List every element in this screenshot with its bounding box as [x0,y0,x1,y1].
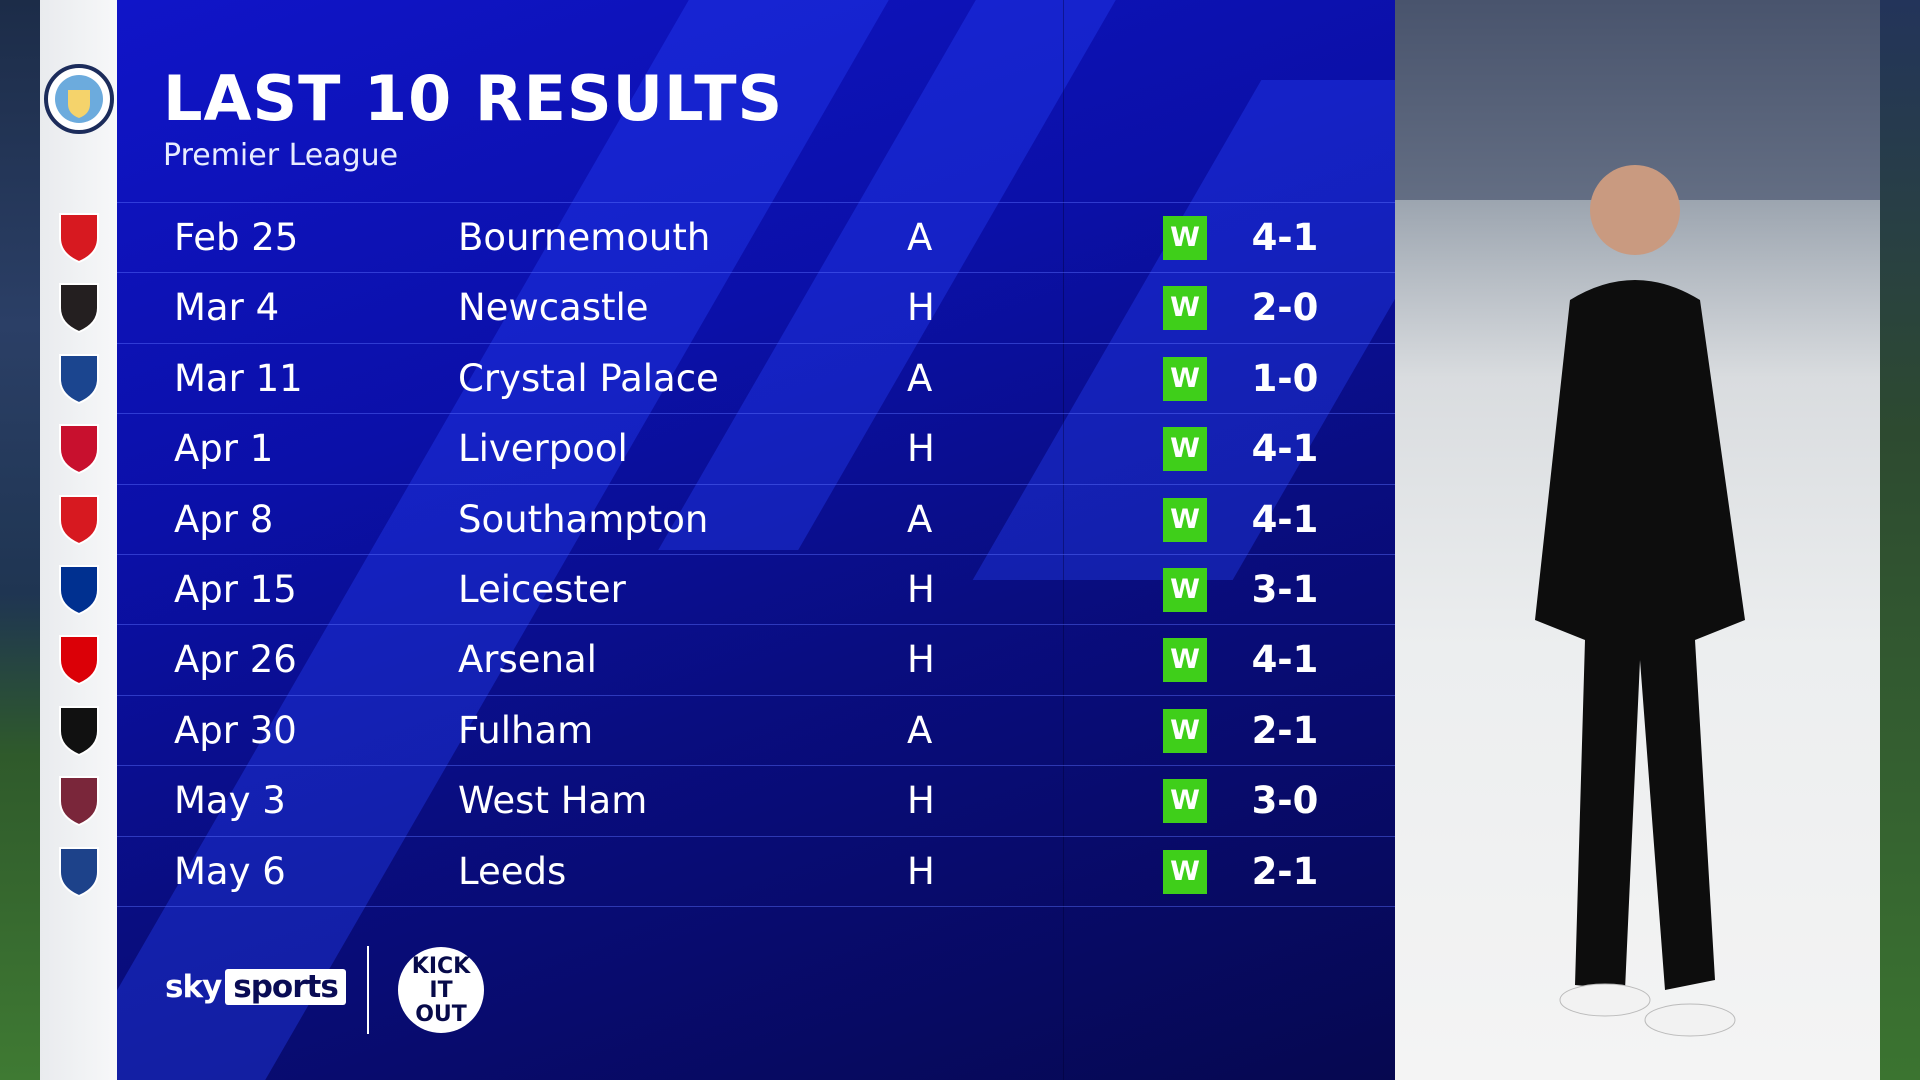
match-date: Mar 4 [174,286,280,330]
result-badge: W [1163,497,1207,542]
result-badge: W [1163,568,1207,612]
opponent-crest-icon [56,280,102,334]
kick-it-out-line: IT [429,978,453,1003]
opponent-crest-icon [56,773,102,827]
opponent-name: Southampton [458,497,709,541]
kick-it-out-line: OUT [415,1002,467,1027]
panel-divider [1063,0,1064,1080]
venue: A [907,356,933,400]
opponent-crest-icon [56,632,102,686]
opponent-crest-icon [56,844,102,898]
sports-logo-text: sports [225,969,346,1005]
opponent-crest-icon [56,421,102,475]
page-subtitle: Premier League [163,138,399,173]
venue: A [907,708,933,752]
score: 2-1 [1251,849,1319,893]
result-row: Mar 4 Newcastle H W 2-0 [117,272,1395,342]
score: 2-0 [1251,286,1319,330]
result-badge: W [1163,356,1207,401]
opponent-name: Fulham [458,708,594,752]
opponent-crest-icon [56,492,102,546]
opponent-name: Crystal Palace [458,356,719,400]
result-badge: W [1163,286,1207,331]
score: 2-1 [1251,708,1319,752]
opponent-name: Leeds [458,849,567,893]
match-date: Apr 30 [174,708,297,752]
result-row: Apr 30 Fulham A W 2-1 [117,694,1395,765]
venue: H [907,779,935,823]
score: 4-1 [1251,216,1319,259]
match-date: Feb 25 [174,216,299,259]
opponent-crest-icon [56,562,102,616]
sky-logo-text: sky [165,969,222,1005]
opponent-crest-icon [56,351,102,405]
result-badge: W [1163,216,1207,260]
page-title: LAST 10 RESULTS [163,62,784,135]
score: 3-1 [1251,568,1319,611]
score: 1-0 [1251,356,1319,400]
result-row: May 3 West Ham H W 3-0 [117,765,1395,835]
kick-it-out-logo: KICK IT OUT [398,947,484,1033]
result-row: Apr 1 Liverpool H W 4-1 [117,413,1395,483]
score: 4-1 [1251,427,1319,471]
background-stadium-right [1880,0,1920,1080]
match-date: Apr 26 [174,638,297,682]
score: 3-0 [1251,779,1319,823]
manchester-city-crest-icon [44,64,114,134]
match-date: May 3 [174,779,286,823]
venue: A [907,497,933,541]
match-date: Apr 15 [174,568,297,611]
score: 4-1 [1251,497,1319,541]
result-badge: W [1163,638,1207,683]
venue: H [907,849,935,893]
venue: A [907,216,933,259]
row-divider [117,906,1395,907]
venue: H [907,568,935,611]
opponent-name: Newcastle [458,286,649,330]
opponent-name: Arsenal [458,638,597,682]
kick-it-out-line: KICK [411,954,471,979]
venue: H [907,638,935,682]
result-badge: W [1163,427,1207,472]
result-badge: W [1163,849,1207,894]
opponent-name: Liverpool [458,427,628,471]
result-row: Apr 15 Leicester H W 3-1 [117,554,1395,624]
result-badge: W [1163,779,1207,824]
background-stadium-left [0,0,40,1080]
score: 4-1 [1251,638,1319,682]
manager-photo [1395,0,1880,1080]
result-row: Apr 8 Southampton A W 4-1 [117,483,1395,554]
sky-sports-logo: sky sports [165,969,346,1005]
venue: H [907,286,935,330]
opponent-name: Bournemouth [458,216,711,259]
opponent-name: West Ham [458,779,648,823]
match-date: Mar 11 [174,356,303,400]
match-date: Apr 1 [174,427,274,471]
result-row: Feb 25 Bournemouth A W 4-1 [117,202,1395,272]
logo-divider [367,946,369,1034]
opponent-crest-icon [56,210,102,264]
venue: H [907,427,935,471]
result-badge: W [1163,708,1207,753]
opponent-name: Leicester [458,568,626,611]
match-date: May 6 [174,849,286,893]
match-date: Apr 8 [174,497,274,541]
result-row: Apr 26 Arsenal H W 4-1 [117,624,1395,694]
opponent-crest-icon [56,703,102,757]
result-row: May 6 Leeds H W 2-1 [117,835,1395,906]
result-row: Mar 11 Crystal Palace A W 1-0 [117,342,1395,413]
